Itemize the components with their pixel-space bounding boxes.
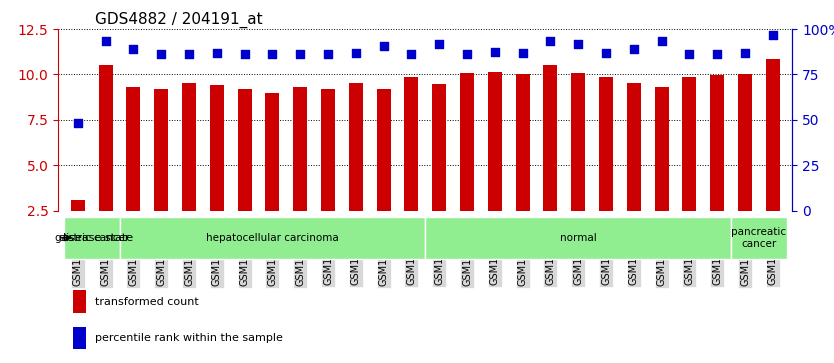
- Bar: [460, 73, 474, 211]
- Bar: [73, 290, 86, 313]
- Bar: [544, 65, 557, 211]
- FancyBboxPatch shape: [731, 216, 786, 259]
- Point: [683, 51, 696, 57]
- Bar: [432, 85, 446, 211]
- Point: [738, 50, 751, 56]
- Bar: [238, 89, 252, 211]
- Bar: [377, 89, 390, 211]
- Point: [210, 50, 224, 56]
- Point: [404, 52, 418, 57]
- Bar: [738, 74, 752, 211]
- Bar: [71, 200, 85, 211]
- Bar: [711, 75, 724, 211]
- Point: [71, 121, 84, 126]
- Point: [571, 41, 585, 46]
- Bar: [294, 87, 307, 211]
- Text: pancreatic
cancer: pancreatic cancer: [731, 227, 786, 249]
- Point: [238, 52, 251, 57]
- Bar: [655, 87, 669, 211]
- Point: [711, 52, 724, 57]
- Bar: [98, 65, 113, 211]
- Point: [266, 52, 279, 57]
- Point: [460, 52, 474, 57]
- Bar: [349, 82, 363, 211]
- Bar: [321, 89, 335, 211]
- Bar: [154, 89, 168, 211]
- Bar: [182, 82, 196, 211]
- Point: [516, 50, 530, 56]
- Bar: [404, 77, 419, 211]
- FancyBboxPatch shape: [119, 216, 425, 259]
- Text: normal: normal: [560, 233, 596, 243]
- Point: [321, 52, 334, 57]
- Bar: [515, 74, 530, 211]
- Point: [377, 44, 390, 49]
- Bar: [627, 83, 641, 211]
- Bar: [210, 85, 224, 211]
- Bar: [599, 77, 613, 211]
- Point: [99, 38, 113, 44]
- FancyBboxPatch shape: [425, 216, 731, 259]
- Text: disease state: disease state: [59, 233, 133, 243]
- Text: hepatocellular carcinoma: hepatocellular carcinoma: [206, 233, 339, 243]
- Point: [600, 50, 613, 56]
- Bar: [127, 87, 140, 211]
- Point: [183, 52, 196, 57]
- Bar: [488, 72, 502, 211]
- Point: [627, 46, 641, 52]
- Bar: [265, 93, 279, 211]
- Point: [488, 49, 501, 55]
- Point: [433, 41, 446, 47]
- Point: [544, 38, 557, 44]
- Point: [294, 52, 307, 57]
- FancyBboxPatch shape: [64, 216, 119, 259]
- Bar: [766, 59, 780, 211]
- Text: GDS4882 / 204191_at: GDS4882 / 204191_at: [95, 12, 263, 28]
- Point: [655, 38, 668, 44]
- Bar: [73, 327, 86, 349]
- Point: [349, 50, 363, 56]
- Text: percentile rank within the sample: percentile rank within the sample: [95, 334, 283, 343]
- Text: gastric cancer: gastric cancer: [54, 233, 129, 243]
- Bar: [682, 77, 696, 211]
- Point: [154, 52, 168, 57]
- Text: transformed count: transformed count: [95, 297, 198, 307]
- Point: [127, 46, 140, 52]
- Point: [766, 33, 780, 38]
- Bar: [571, 73, 585, 211]
